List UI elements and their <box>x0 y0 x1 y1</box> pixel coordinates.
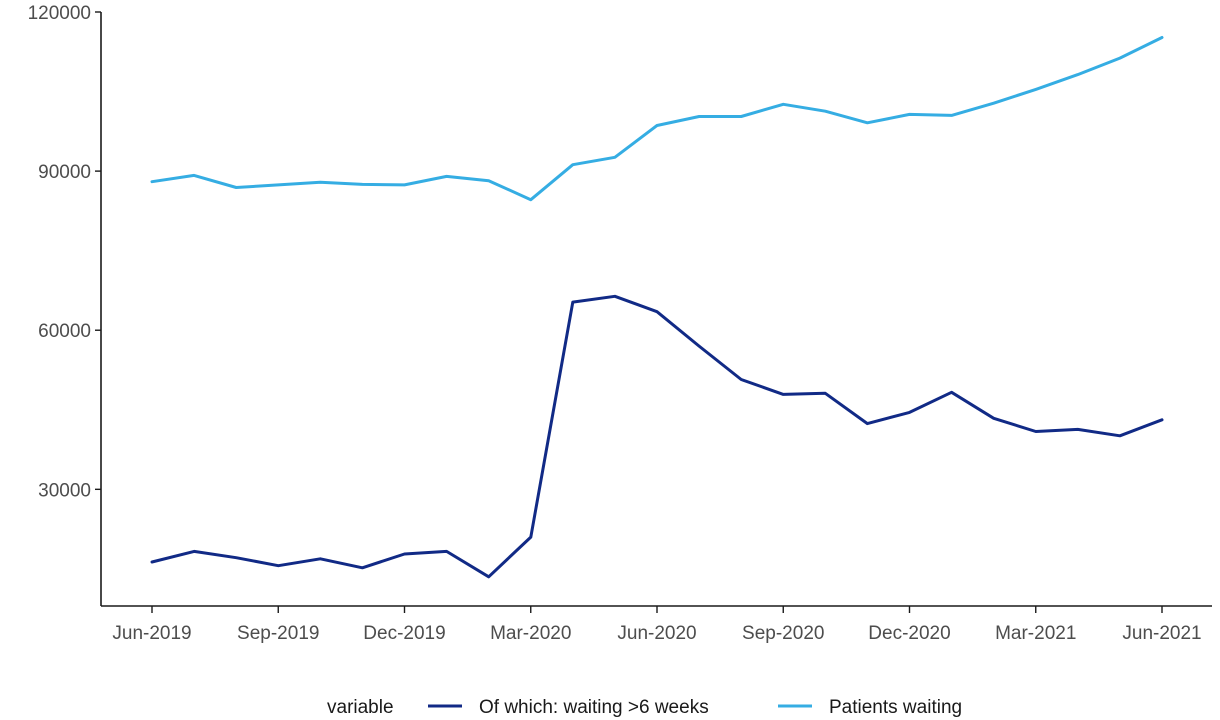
legend-label-waiting-over-6-weeks: Of which: waiting >6 weeks <box>479 697 709 718</box>
legend-label-patients-waiting: Patients waiting <box>829 697 962 718</box>
x-tick-label: Sep-2019 <box>237 623 319 644</box>
y-tick-label: 120000 <box>28 3 91 24</box>
series-lines <box>150 36 1164 579</box>
x-tick-label: Jun-2021 <box>1122 623 1201 644</box>
series-line-waiting-over-6-weeks <box>150 294 1164 579</box>
y-tick-label: 90000 <box>38 162 91 183</box>
legend-title: variable <box>327 697 394 718</box>
x-tick-label: Mar-2021 <box>995 623 1076 644</box>
y-tick-label: 30000 <box>38 480 91 501</box>
x-tick-label: Dec-2019 <box>363 623 445 644</box>
x-tick-label: Jun-2020 <box>617 623 696 644</box>
y-tick-label: 60000 <box>38 321 91 342</box>
x-axis-ticks: Jun-2019 Sep-2019 Dec-2019 Mar-2020 Jun-2020… <box>112 606 1202 644</box>
x-tick-label: Mar-2020 <box>490 623 571 644</box>
x-tick-label: Dec-2020 <box>868 623 950 644</box>
x-tick-label: Jun-2019 <box>112 623 191 644</box>
series-line-patients-waiting <box>150 36 1164 202</box>
y-axis-ticks: 30000 60000 90000 120000 <box>28 3 101 501</box>
legend: variable Of which: waiting >6 weeks Pati… <box>327 697 962 718</box>
x-tick-label: Sep-2020 <box>742 623 824 644</box>
